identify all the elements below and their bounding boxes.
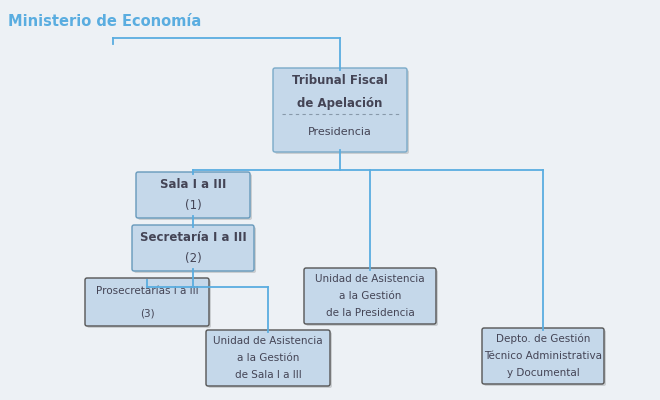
Text: Ministerio de Economía: Ministerio de Economía — [8, 14, 201, 29]
FancyBboxPatch shape — [138, 174, 252, 220]
Text: (3): (3) — [140, 308, 154, 318]
Text: Prosecretarías I a III: Prosecretarías I a III — [96, 286, 198, 296]
Text: (2): (2) — [185, 252, 201, 265]
FancyBboxPatch shape — [85, 278, 209, 326]
FancyBboxPatch shape — [87, 280, 211, 328]
FancyBboxPatch shape — [484, 330, 606, 386]
Text: a la Gestión: a la Gestión — [339, 291, 401, 301]
FancyBboxPatch shape — [482, 328, 604, 384]
Text: de la Presidencia: de la Presidencia — [325, 308, 414, 318]
Text: y Documental: y Documental — [507, 368, 579, 378]
FancyBboxPatch shape — [208, 332, 332, 388]
FancyBboxPatch shape — [132, 225, 254, 271]
Text: Unidad de Asistencia: Unidad de Asistencia — [213, 336, 323, 346]
Text: Depto. de Gestión: Depto. de Gestión — [496, 334, 590, 344]
Text: Secretaría I a III: Secretaría I a III — [140, 231, 246, 244]
FancyBboxPatch shape — [273, 68, 407, 152]
Text: Técnico Administrativa: Técnico Administrativa — [484, 351, 602, 361]
Text: de Sala I a III: de Sala I a III — [234, 370, 302, 380]
FancyBboxPatch shape — [304, 268, 436, 324]
FancyBboxPatch shape — [206, 330, 330, 386]
Text: (1): (1) — [185, 199, 201, 212]
Text: Sala I a III: Sala I a III — [160, 178, 226, 191]
FancyBboxPatch shape — [306, 270, 438, 326]
FancyBboxPatch shape — [134, 227, 256, 273]
Text: Tribunal Fiscal: Tribunal Fiscal — [292, 74, 388, 88]
Text: Presidencia: Presidencia — [308, 127, 372, 137]
Text: de Apelación: de Apelación — [297, 96, 383, 110]
Text: a la Gestión: a la Gestión — [237, 353, 299, 363]
Text: Unidad de Asistencia: Unidad de Asistencia — [315, 274, 425, 284]
FancyBboxPatch shape — [275, 70, 409, 154]
FancyBboxPatch shape — [136, 172, 250, 218]
